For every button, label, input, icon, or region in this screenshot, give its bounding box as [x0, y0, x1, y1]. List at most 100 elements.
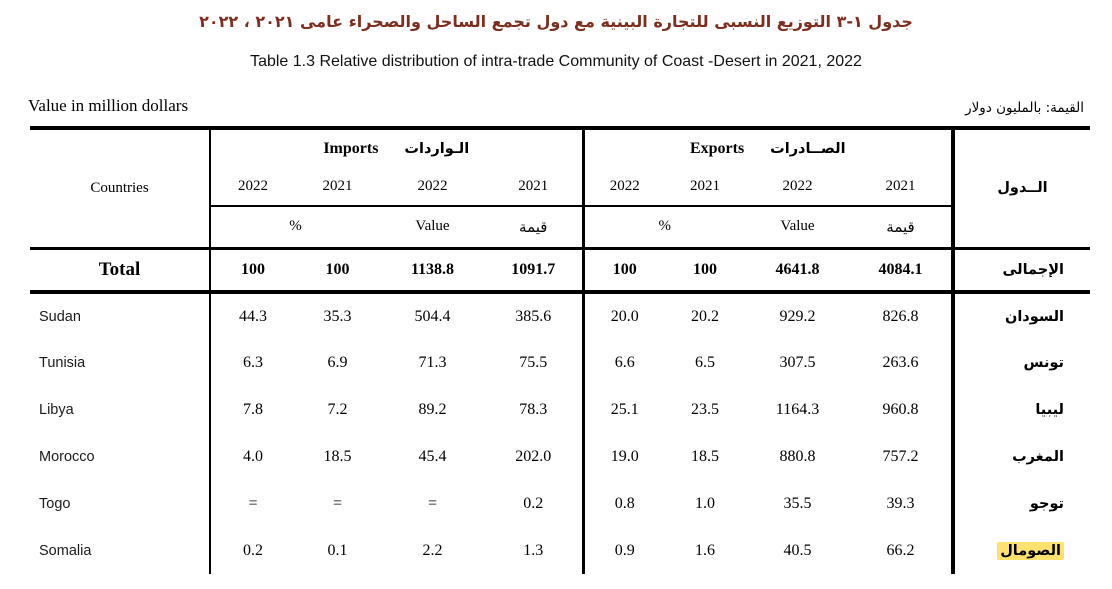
cell: 6.9 — [327, 353, 348, 371]
table-row-libya: Libya 7.8 7.2 89.2 78.3 25.1 23.5 1164.3… — [30, 386, 1090, 433]
cell: 202.0 — [515, 447, 552, 465]
cell: 0.2 — [523, 494, 544, 512]
total-cell: 100 — [209, 246, 295, 294]
total-cell: 100 — [295, 246, 380, 294]
countries-header-ar: الــدول — [951, 128, 1090, 248]
imports-label-en: Imports — [323, 140, 379, 157]
cell: 826.8 — [882, 307, 919, 325]
cell: 19.0 — [581, 433, 665, 480]
cell: 1.3 — [523, 541, 544, 559]
cell: 1.6 — [695, 541, 715, 559]
cell: 0.9 — [581, 527, 665, 574]
exports-label-ar: الصــادرات — [770, 141, 846, 157]
cell: 6.6 — [581, 339, 665, 386]
cell: 20.2 — [691, 307, 719, 325]
table-row-tunisia: Tunisia 6.3 6.9 71.3 75.5 6.6 6.5 307.5 … — [30, 339, 1090, 386]
total-row: Total 100 100 1138.8 1091.7 100 100 4641… — [30, 246, 1090, 294]
cell: 25.1 — [581, 386, 665, 433]
year-header: 2022 — [745, 168, 850, 207]
imports-value-header-en: Value — [415, 218, 450, 235]
search-highlight: الصومال — [997, 541, 1064, 560]
year-header: 2022 — [380, 168, 485, 207]
table-row-morocco: Morocco 4.0 18.5 45.4 202.0 19.0 18.5 88… — [30, 433, 1090, 480]
countries-header-en: Countries — [90, 179, 149, 196]
cell: 89.2 — [418, 400, 447, 418]
cell: 44.3 — [209, 292, 295, 339]
year-header: 2021 — [485, 168, 583, 207]
exports-percent-header: % — [581, 206, 745, 248]
cell: 35.3 — [323, 307, 352, 325]
cell: 960.8 — [882, 400, 919, 418]
cell: 2.2 — [422, 541, 443, 559]
header-years-row: 2022 2021 2022 2021 2022 2021 2022 2021 — [30, 168, 1090, 207]
cell: 18.5 — [323, 447, 352, 465]
cell: 78.3 — [519, 400, 548, 418]
country-name-en: Togo — [39, 495, 71, 512]
country-name-en: Morocco — [39, 448, 95, 465]
total-label-en: Total — [30, 246, 210, 294]
cell: 880.8 — [779, 447, 816, 465]
cell: 39.3 — [886, 494, 915, 512]
cell: 0.2 — [209, 527, 295, 574]
cell: 18.5 — [691, 447, 719, 465]
year-header: 2022 — [581, 168, 665, 207]
country-name-ar: المغرب — [951, 433, 1090, 480]
cell: 6.3 — [209, 339, 295, 386]
year-header: 2022 — [209, 168, 295, 207]
unit-note-arabic: القيمة: بالمليون دولار — [965, 100, 1084, 116]
cell: 504.4 — [414, 307, 451, 325]
total-label-ar: الإجمالى — [951, 246, 1090, 294]
exports-value-header-ar: قيمة — [886, 217, 915, 236]
imports-label-ar: الـواردات — [404, 141, 470, 157]
cell: 385.6 — [515, 307, 552, 325]
exports-group-header: Exports الصــادرات — [581, 128, 953, 168]
cell: 929.2 — [779, 307, 816, 325]
cell: 307.5 — [779, 353, 816, 371]
cell: 45.4 — [418, 447, 447, 465]
unit-notes: Value in million dollars القيمة: بالمليو… — [28, 96, 1084, 116]
cell: 1164.3 — [775, 400, 820, 418]
total-cell: 4084.1 — [850, 246, 953, 294]
unit-note-english: Value in million dollars — [28, 96, 189, 115]
cell: 23.5 — [691, 400, 719, 418]
country-name-ar: السودان — [951, 292, 1090, 339]
imports-percent-header: % — [209, 206, 380, 248]
cell: 40.5 — [783, 541, 812, 559]
cell: 757.2 — [882, 447, 919, 465]
table-title-english: Table 1.3 Relative distribution of intra… — [250, 53, 862, 70]
header-group-row: Countries Imports الـواردات Exports الصـ… — [30, 128, 1090, 248]
cell: 75.5 — [519, 353, 548, 371]
country-name-en: Sudan — [39, 308, 81, 325]
total-cell: 100 — [581, 246, 665, 294]
table-title-arabic: جدول ١-٣ التوزيع النسبى للتجارة البينية … — [199, 12, 913, 31]
country-name-en: Tunisia — [39, 354, 86, 371]
cell: 6.5 — [695, 353, 715, 371]
cell: 4.0 — [209, 433, 295, 480]
cell: 35.5 — [783, 494, 812, 512]
cell: 66.2 — [886, 541, 915, 559]
country-name-ar: ليبيا — [951, 386, 1090, 433]
cell: 1.0 — [695, 494, 715, 512]
imports-group-header: Imports الـواردات — [209, 128, 583, 168]
country-name-ar: تونس — [951, 339, 1090, 386]
cell: = — [209, 480, 295, 527]
total-cell: 4641.8 — [745, 246, 850, 294]
cell: 0.8 — [581, 480, 665, 527]
cell: 263.6 — [882, 353, 919, 371]
table-row-somalia: Somalia 0.2 0.1 2.2 1.3 0.9 1.6 40.5 66.… — [30, 527, 1090, 574]
header-sub-row: % Value قيمة % Value قيمة — [30, 206, 1090, 248]
year-header: 2021 — [665, 168, 745, 207]
cell: = — [427, 494, 438, 512]
cell: 20.0 — [581, 292, 665, 339]
cell: 7.8 — [209, 386, 295, 433]
total-cell: 100 — [665, 246, 745, 294]
trade-table: Countries Imports الـواردات Exports الصـ… — [30, 126, 1090, 574]
table-row-togo: Togo = = = 0.2 0.8 1.0 35.5 39.3 توجو — [30, 480, 1090, 527]
imports-value-header-ar: قيمة — [519, 217, 548, 236]
cell: 7.2 — [327, 400, 348, 418]
country-name-ar: الصومال — [951, 527, 1090, 574]
exports-value-header-en: Value — [780, 218, 815, 235]
table-row-sudan: Sudan 44.3 35.3 504.4 385.6 20.0 20.2 92… — [30, 292, 1090, 339]
country-name-ar: توجو — [951, 480, 1090, 527]
year-header: 2021 — [850, 168, 953, 207]
